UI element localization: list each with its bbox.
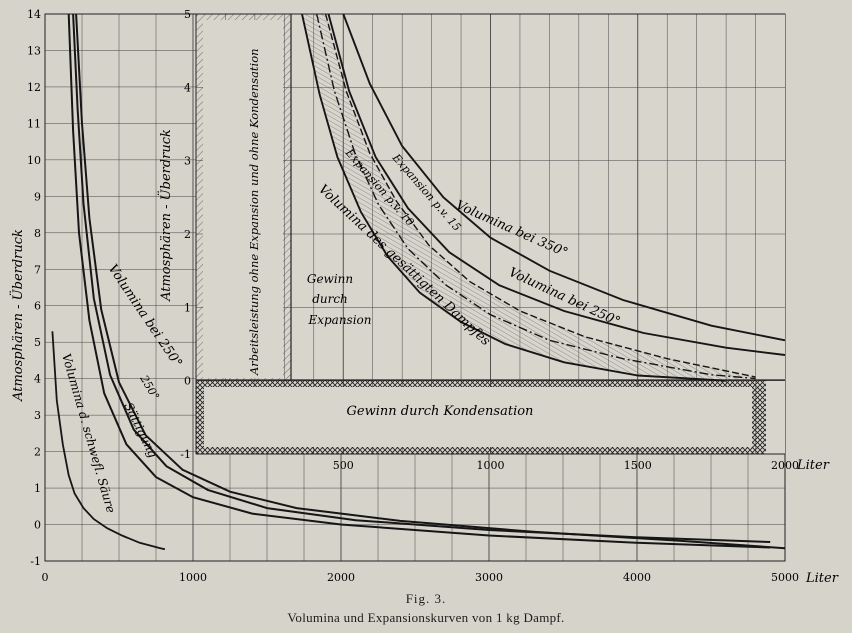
main-y-axis-label: Atmosphären - Überdruck [9,229,26,402]
inset-y-tick-label: -1 [180,448,191,461]
main-x-tick-label: 5000 [771,571,799,584]
main-annot-250b: 250° [137,372,162,402]
inset-x-tick-label: 1500 [624,459,652,472]
main-annot-saturation: Sättigung [121,400,160,460]
inset-x-ticks: 500 1000 1500 2000 [333,459,799,472]
inset-y-tick-label: 4 [184,81,191,94]
main-series-line [75,13,786,550]
region-no-expansion-inner [203,20,283,378]
main-y-tick-label: 6 [34,300,41,313]
figure-title: Volumina und Expansionskurven von 1 kg D… [287,610,565,625]
main-y-tick-label: -1 [30,555,41,568]
main-y-tick-label: 4 [34,373,41,386]
inset-series [301,13,786,382]
figure-label: Fig. 3. [405,591,447,606]
main-x-tick-label: 1000 [179,571,207,584]
inset-series-line [342,13,786,342]
main-y-tick-label: 3 [34,409,41,422]
main-series-line [51,331,166,551]
main-x-tick-label: 2000 [327,571,355,584]
inset-x-unit: Liter [796,458,830,473]
main-series-line [72,13,771,543]
inset-y-tick-label: 5 [184,8,191,21]
inset-x-tick-label: 1000 [477,459,505,472]
main-x-unit: Liter [805,571,839,586]
inset-series-line [327,13,786,356]
inset-y-tick-label: 1 [184,301,191,314]
main-series-line [67,13,771,549]
main-y-tick-label: 8 [34,227,41,240]
main-y-tick-label: 5 [34,336,41,349]
main-y-tick-label: 12 [27,81,41,94]
main-series [51,13,786,551]
main-y-tick-label: 1 [34,482,41,495]
main-y-tick-label: 2 [34,446,41,459]
main-x-ticks: 0 1000 2000 3000 4000 5000 [42,571,800,584]
inset-y-axis-label: Atmosphären - Überdruck [157,129,174,302]
inset-series-line [324,13,756,378]
label-gain-expansion-1: Gewinn [307,272,353,286]
inset-series-line [301,13,727,382]
region-expansion [302,14,756,381]
label-gain-expansion-2: durch [312,292,348,306]
inset-y-tick-label: 0 [184,375,191,388]
inset-y-tick-label: 2 [184,228,191,241]
main-y-tick-label: 9 [34,190,41,203]
main-y-tick-label: 0 [34,519,41,532]
inset-chart: -1 0 1 2 3 4 5 500 1000 1500 2000 Liter Atmosphär… [157,8,830,473]
main-y-tick-label: 11 [27,117,41,130]
main-y-tick-label: 10 [27,154,41,167]
label-no-expansion: Arbeitsleistung ohne Expansion und ohne … [247,48,261,376]
main-y-tick-label: 14 [27,8,41,21]
inset-x-tick-label: 500 [333,459,354,472]
main-annot-sulfurous: Volumina d. schwefl. Säure [59,352,118,515]
inset-y-tick-label: 3 [184,155,191,168]
main-y-tick-label: 7 [34,263,41,276]
region-condensation-inner [204,387,752,447]
inset-y-ticks: -1 0 1 2 3 4 5 [180,8,191,461]
main-x-tick-label: 0 [42,571,49,584]
main-x-tick-label: 3000 [475,571,503,584]
main-y-tick-label: 13 [27,44,41,57]
main-x-tick-label: 4000 [623,571,651,584]
label-gain-expansion-3: Expansion [307,313,371,327]
inset-series-line [316,13,756,380]
inset-x-tick-label: 2000 [771,459,799,472]
label-gain-condensation: Gewinn durch Kondensation [347,404,534,419]
